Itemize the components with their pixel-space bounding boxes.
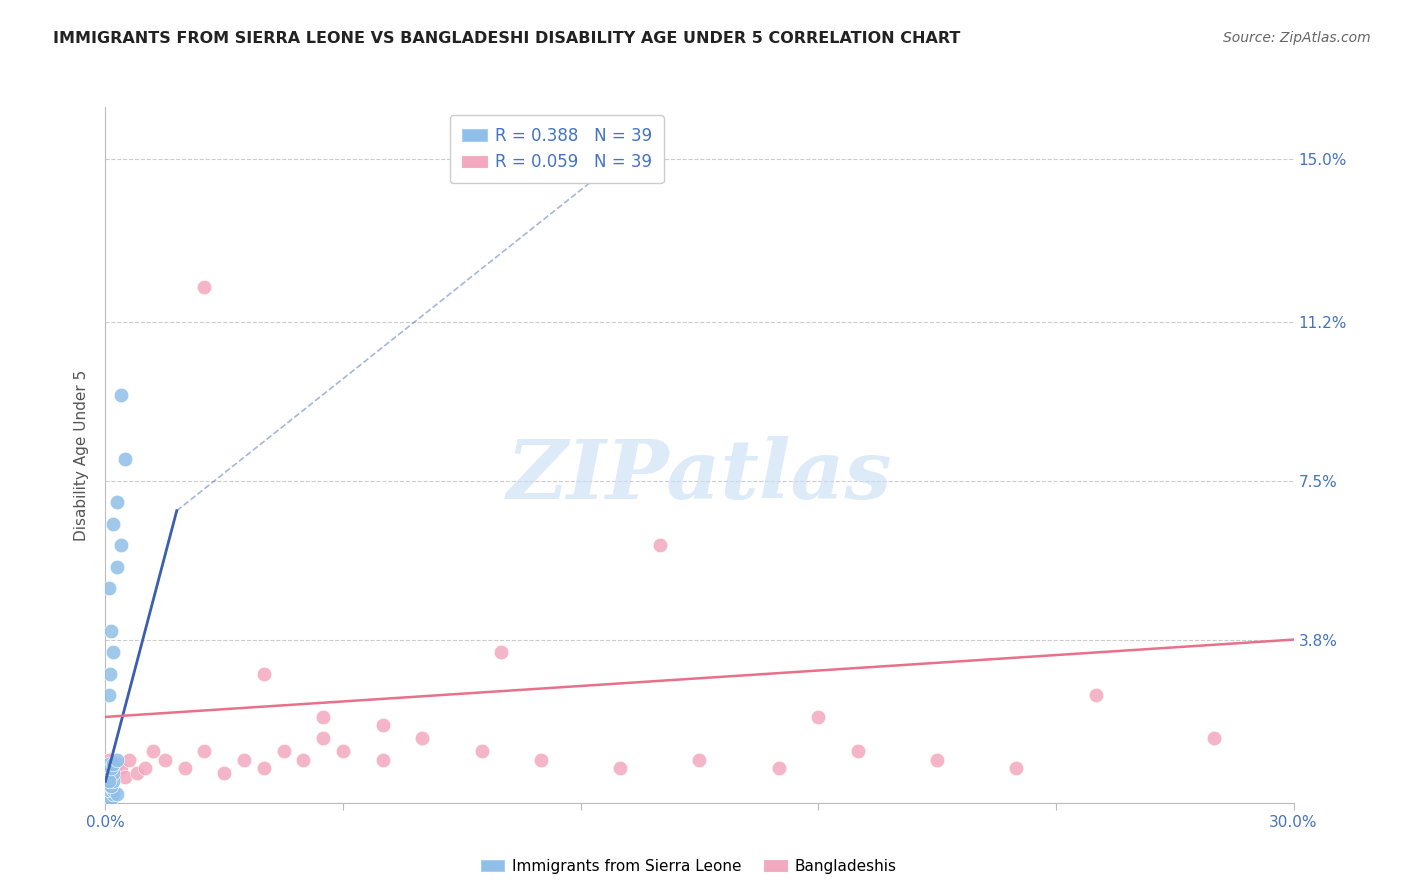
Point: [98, 787, 121, 801]
Point: [98, 667, 121, 681]
Point: [103, 645, 125, 659]
Point: [103, 783, 125, 797]
Point: [173, 761, 195, 775]
Point: [110, 388, 132, 402]
Point: [114, 452, 136, 467]
Point: [105, 495, 128, 509]
Point: [253, 761, 276, 775]
Point: [925, 753, 948, 767]
Point: [193, 744, 215, 758]
Point: [98, 770, 121, 784]
Point: [98, 761, 121, 775]
Point: [100, 791, 122, 805]
Point: [846, 744, 869, 758]
Point: [98, 581, 121, 595]
Legend: R = 0.388   N = 39, R = 0.059   N = 39: R = 0.388 N = 39, R = 0.059 N = 39: [450, 115, 664, 183]
Point: [193, 280, 215, 294]
Point: [332, 744, 354, 758]
Text: IMMIGRANTS FROM SIERRA LEONE VS BANGLADESHI DISABILITY AGE UNDER 5 CORRELATION C: IMMIGRANTS FROM SIERRA LEONE VS BANGLADE…: [53, 31, 960, 46]
Point: [103, 516, 125, 531]
Point: [103, 774, 125, 789]
Point: [273, 744, 295, 758]
Point: [118, 753, 141, 767]
Point: [371, 753, 394, 767]
Point: [491, 645, 513, 659]
Point: [105, 787, 128, 801]
Point: [807, 710, 830, 724]
Point: [127, 765, 149, 780]
Point: [97, 783, 120, 797]
Point: [1204, 731, 1226, 746]
Point: [98, 753, 121, 767]
Point: [100, 787, 122, 801]
Point: [103, 757, 125, 772]
Point: [530, 753, 553, 767]
Point: [648, 538, 671, 552]
Point: [411, 731, 433, 746]
Point: [233, 753, 256, 767]
Point: [96, 779, 118, 793]
Point: [103, 765, 125, 780]
Point: [105, 559, 128, 574]
Y-axis label: Disability Age Under 5: Disability Age Under 5: [75, 369, 90, 541]
Point: [689, 753, 711, 767]
Point: [312, 710, 335, 724]
Point: [1084, 689, 1107, 703]
Point: [98, 783, 121, 797]
Point: [96, 791, 118, 805]
Point: [96, 765, 118, 780]
Point: [96, 761, 118, 775]
Point: [100, 761, 122, 775]
Point: [105, 753, 128, 767]
Point: [114, 770, 136, 784]
Point: [253, 667, 276, 681]
Point: [98, 779, 121, 793]
Point: [312, 731, 335, 746]
Point: [214, 765, 236, 780]
Point: [768, 761, 790, 775]
Point: [103, 787, 125, 801]
Point: [471, 744, 494, 758]
Point: [98, 689, 121, 703]
Point: [100, 624, 122, 638]
Point: [100, 779, 122, 793]
Point: [98, 791, 121, 805]
Point: [96, 774, 118, 789]
Point: [153, 753, 176, 767]
Point: [134, 761, 156, 775]
Point: [371, 718, 394, 732]
Point: [105, 757, 128, 772]
Point: [609, 761, 631, 775]
Point: [292, 753, 315, 767]
Point: [98, 783, 121, 797]
Text: ZIPatlas: ZIPatlas: [506, 436, 893, 516]
Point: [97, 765, 120, 780]
Point: [103, 765, 125, 780]
Point: [1005, 761, 1028, 775]
Point: [98, 757, 121, 772]
Point: [98, 770, 121, 784]
Text: Source: ZipAtlas.com: Source: ZipAtlas.com: [1223, 31, 1371, 45]
Point: [97, 774, 120, 789]
Point: [142, 744, 165, 758]
Legend: Immigrants from Sierra Leone, Bangladeshis: Immigrants from Sierra Leone, Bangladesh…: [475, 853, 903, 880]
Point: [110, 538, 132, 552]
Point: [97, 787, 120, 801]
Point: [110, 761, 132, 775]
